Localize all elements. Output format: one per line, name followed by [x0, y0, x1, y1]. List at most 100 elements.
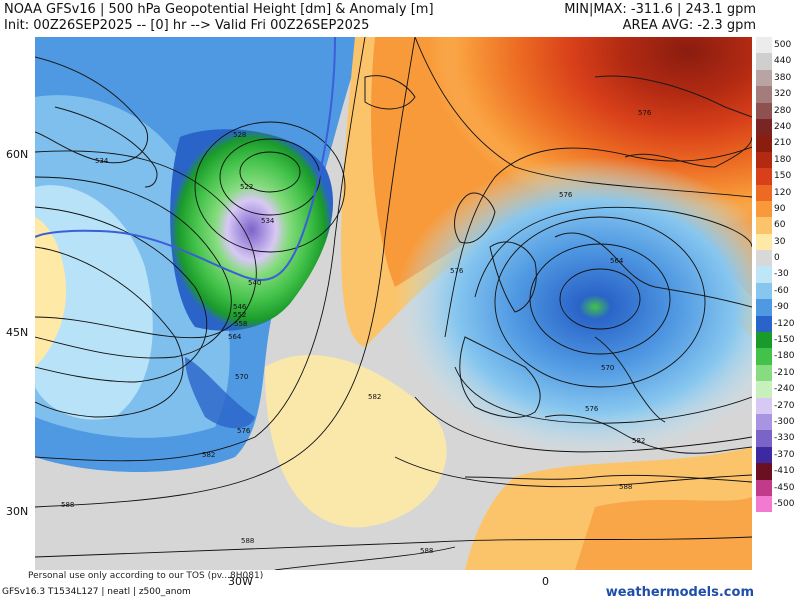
colorbar-label: -450 [774, 482, 795, 493]
contour-label: 582 [368, 393, 381, 401]
brand-link[interactable]: weathermodels.com [605, 585, 754, 600]
contour-label: 588 [619, 483, 632, 491]
colorbar-swatch [756, 69, 772, 87]
colorbar-label: 320 [774, 89, 792, 100]
contour-label: 540 [248, 279, 261, 287]
contour-label: 546 [233, 303, 247, 311]
colorbar-label: -300 [774, 416, 795, 427]
contour-label: 522 [240, 183, 253, 191]
colorbar-label: 280 [774, 105, 792, 116]
colorbar-label: -270 [774, 400, 795, 411]
colorbar-label: -90 [774, 302, 789, 313]
map-svg: 534 528 522 534 540 546 552 558 564 570 … [35, 37, 752, 570]
contour-label: 576 [585, 405, 599, 413]
colorbar-swatch [756, 479, 772, 496]
colorbar-label: -120 [774, 318, 795, 329]
colorbar-swatch [756, 217, 772, 234]
contour-label: 564 [228, 333, 242, 341]
map-panel[interactable]: 534 528 522 534 540 546 552 558 564 570 … [35, 37, 752, 570]
title-line-2: Init: 00Z26SEP2025 -- [0] hr --> Valid F… [4, 18, 370, 33]
lat-label-60n: 60N [6, 148, 29, 161]
colorbar-label: -180 [774, 351, 795, 362]
colorbar-label: -410 [774, 466, 795, 477]
model-info: GFSv16.3 T1534L127 | neatl | z500_anom [2, 587, 191, 597]
colorbar-swatch [756, 266, 772, 283]
colorbar-swatch [756, 495, 772, 513]
contour-label: 576 [450, 267, 464, 275]
colorbar-swatch [756, 381, 772, 398]
contour-label: 570 [235, 373, 248, 381]
colorbar-label: -240 [774, 384, 795, 395]
colorbar-label: 120 [774, 187, 792, 198]
contour-label: 582 [202, 451, 215, 459]
colorbar-label: 150 [774, 171, 792, 182]
colorbar-swatch [756, 200, 772, 218]
contour-label: 534 [261, 217, 275, 225]
colorbar-swatch [756, 332, 772, 349]
colorbar-swatch [756, 299, 772, 316]
colorbar-label: 440 [774, 56, 792, 67]
lon-label-0: 0 [542, 575, 549, 588]
colorbar-label: -330 [774, 433, 795, 444]
colorbar-swatch [756, 118, 772, 136]
colorbar-label: 500 [774, 40, 792, 50]
colorbar-label: 90 [774, 203, 786, 214]
colorbar-label: 240 [774, 121, 792, 132]
colorbar-swatch [756, 413, 772, 431]
colorbar-swatch [756, 53, 772, 70]
area-avg-text: AREA AVG: -2.3 gpm [622, 18, 756, 33]
colorbar-swatch [756, 184, 772, 201]
lon-label-30w: 30W [228, 575, 253, 588]
colorbar-swatch [756, 397, 772, 414]
colorbar-label: 210 [774, 138, 792, 149]
contour-label: 534 [95, 157, 109, 165]
colorbar-swatch [756, 250, 772, 267]
colorbar-swatch [756, 348, 772, 365]
contour-label: 576 [559, 191, 573, 199]
lat-label-30n: 30N [6, 505, 29, 518]
colorbar-swatch [756, 364, 772, 382]
colorbar-swatch [756, 37, 772, 54]
stats-panel: MIN|MAX: -311.6 | 243.1 gpm AREA AVG: -2… [564, 2, 756, 34]
contour-label: 558 [234, 320, 247, 328]
contour-label: 528 [233, 131, 246, 139]
colorbar-swatch [756, 446, 772, 464]
contour-label: 588 [61, 501, 74, 509]
contour-label: 552 [233, 311, 246, 319]
contour-label: 564 [610, 257, 624, 265]
colorbar-label: 180 [774, 154, 792, 165]
colorbar-swatch [756, 135, 772, 152]
colorbar-swatch [756, 463, 772, 480]
colorbar-swatch [756, 102, 772, 119]
colorbar-label: 60 [774, 220, 786, 231]
contour-label: 576 [638, 109, 652, 117]
contour-label: 570 [601, 364, 614, 372]
chart-title: NOAA GFSv16 | 500 hPa Geopotential Heigh… [4, 2, 434, 34]
contour-label: 588 [241, 537, 254, 545]
cutoff-contour [35, 37, 336, 281]
title-line-1: NOAA GFSv16 | 500 hPa Geopotential Heigh… [4, 2, 434, 17]
colorbar-label: -500 [774, 498, 795, 509]
colorbar-label: 0 [774, 253, 780, 264]
tos-notice: Personal use only according to our TOS (… [28, 571, 264, 581]
colorbar-swatch [756, 282, 772, 300]
colorbar-label: -210 [774, 367, 795, 378]
colorbar-label: -60 [774, 285, 789, 296]
contour-label: 576 [237, 427, 251, 435]
colorbar-label: -30 [774, 269, 789, 280]
colorbar-swatch [756, 233, 772, 251]
colorbar-swatch [756, 430, 772, 447]
coastlines [35, 56, 752, 483]
colorbar-swatch [756, 315, 772, 333]
colorbar-labels: 500 440 380 320 280 240 210 180 150 120 90 60 30 0 -30… [774, 37, 800, 512]
lat-label-45n: 45N [6, 326, 29, 339]
colorbar [756, 37, 772, 513]
minmax-text: MIN|MAX: -311.6 | 243.1 gpm [564, 2, 756, 17]
colorbar-swatch [756, 151, 772, 169]
colorbar-swatch [756, 168, 772, 185]
colorbar-label: 30 [774, 236, 786, 247]
colorbar-label: 380 [774, 72, 792, 83]
colorbar-label: -150 [774, 335, 795, 346]
contour-label: 582 [632, 437, 645, 445]
contour-lines [35, 37, 752, 570]
